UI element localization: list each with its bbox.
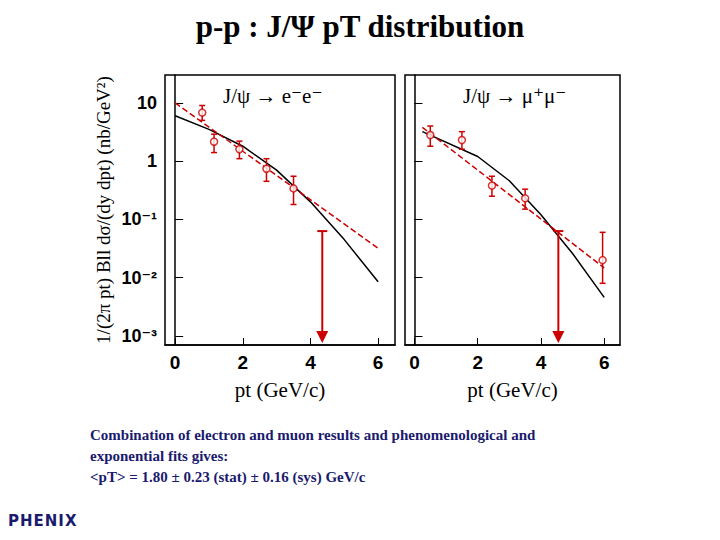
svg-text:p-p : J/Ψ pT distribution: p-p : J/Ψ pT distribution: [196, 9, 525, 44]
svg-text:2: 2: [472, 352, 483, 373]
svg-text:4: 4: [305, 352, 316, 373]
svg-text:2: 2: [238, 352, 249, 373]
svg-text:10: 10: [137, 93, 157, 113]
svg-text:pt (GeV/c): pt (GeV/c): [467, 378, 557, 402]
svg-text:6: 6: [599, 352, 610, 373]
html-text:Combination of electron and mu: Combination of electron and muon results…: [90, 427, 536, 443]
svg-text:0: 0: [170, 352, 181, 373]
html-text:<pT> = 1.80 ± 0.23 (stat) ± 0.: <pT> = 1.80 ± 0.23 (stat) ± 0.16 (sys) G…: [90, 469, 366, 485]
svg-text:10⁻²: 10⁻²: [121, 268, 157, 288]
svg-text:10⁻³: 10⁻³: [121, 326, 157, 346]
svg-text:0: 0: [409, 352, 420, 373]
html-text:exponential fits gives:: exponential fits gives:: [90, 448, 229, 464]
html-text:PHENIX: PHENIX: [8, 512, 78, 530]
svg-text:pt (GeV/c): pt (GeV/c): [235, 378, 325, 402]
svg-text:6: 6: [373, 352, 384, 373]
svg-text:1: 1: [147, 151, 157, 171]
svg-text:4: 4: [536, 352, 547, 373]
svg-text:J/ψ → e⁻e⁻: J/ψ → e⁻e⁻: [223, 84, 322, 108]
svg-text:1/(2π pt) Bll dσ/(dy dpt) (nb/: 1/(2π pt) Bll dσ/(dy dpt) (nb/GeV²): [93, 76, 115, 344]
svg-text:10⁻¹: 10⁻¹: [121, 209, 157, 229]
svg-text:J/ψ → μ⁺μ⁻: J/ψ → μ⁺μ⁻: [463, 84, 566, 108]
